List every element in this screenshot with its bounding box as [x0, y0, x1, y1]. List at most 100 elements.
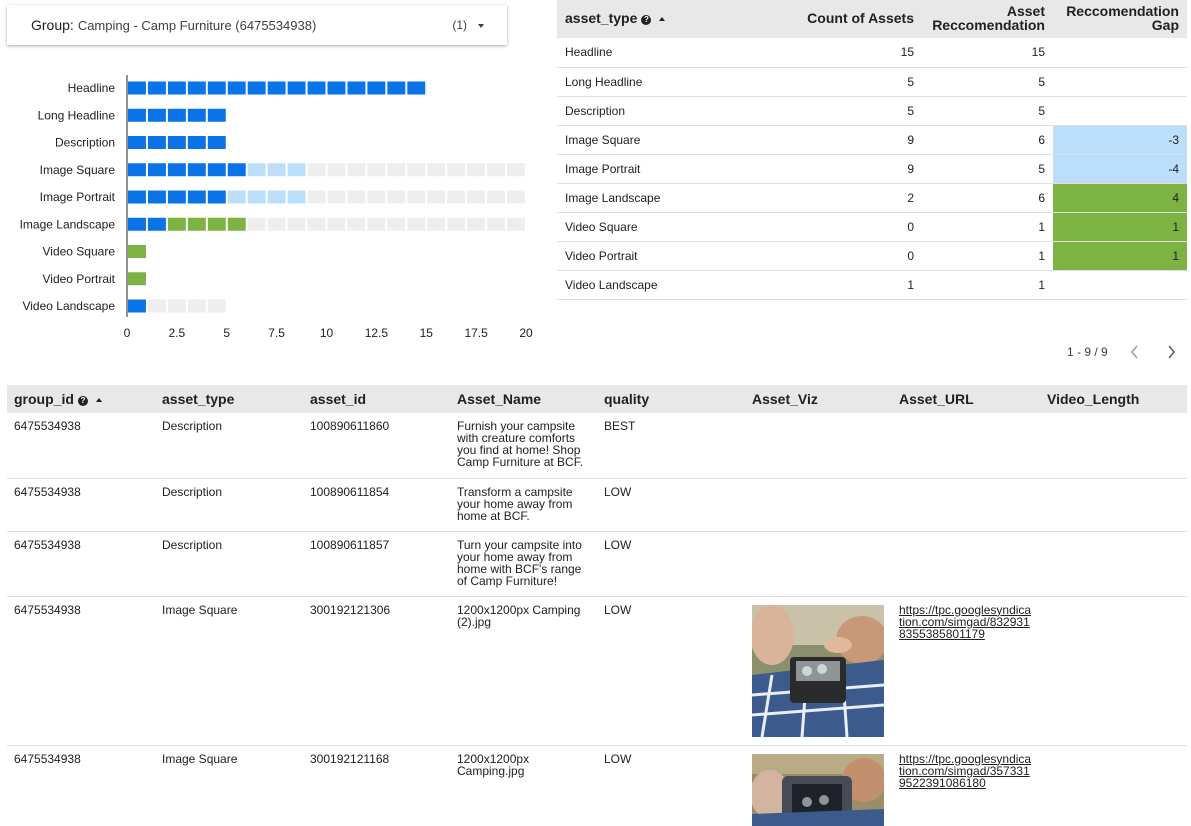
cell-quality: LOW: [597, 745, 745, 826]
chart-bar-unit: [287, 81, 306, 95]
summary-row: Image Portrait 9 5 -4: [557, 154, 1187, 184]
chart-background-unit: [427, 217, 446, 231]
chart-background-unit: [487, 190, 506, 204]
help-icon[interactable]: ?: [77, 396, 88, 406]
cell-asset-id: 100890611857: [303, 531, 450, 597]
chart-tick-label: 0: [124, 326, 131, 340]
cell-asset-url: https://tpc.googlesyndication.com/simgad…: [892, 745, 1040, 826]
cell-group-id: 6475534938: [7, 745, 155, 826]
summary-cell-recommendation: 1: [922, 212, 1053, 242]
chevron-left-icon[interactable]: [1128, 343, 1142, 361]
chart-background-unit: [207, 299, 226, 313]
cell-asset-type: Image Square: [155, 596, 303, 746]
chart-tick-label: 15: [420, 326, 434, 340]
cell-video-length: [1040, 745, 1187, 826]
group-filter-dropdown[interactable]: Group : Camping - Camp Furniture (647553…: [7, 5, 507, 45]
header-count-label: Count of Assets: [807, 10, 914, 26]
help-icon[interactable]: ?: [641, 15, 652, 25]
summary-cell-recommendation: 5: [922, 154, 1053, 184]
sort-ascending-icon[interactable]: [95, 398, 102, 402]
chart-background-unit: [267, 217, 286, 231]
chart-bar-unit: [247, 81, 266, 95]
cell-asset-url: [892, 478, 1040, 532]
chart-category-label: Image Portrait: [40, 190, 116, 204]
chart-tick-label: 17.5: [464, 326, 488, 340]
summary-row: Image Landscape 2 6 4: [557, 183, 1187, 213]
chart-background-unit: [367, 190, 386, 204]
header-gap[interactable]: Reccomendation Gap: [1053, 0, 1187, 38]
header-recommendation-line1: Asset: [1006, 3, 1045, 19]
header-asset-type[interactable]: asset_type: [155, 385, 303, 413]
chart-background-unit: [367, 217, 386, 231]
chart-background-unit: [427, 163, 446, 177]
cell-video-length: [1040, 478, 1187, 532]
chart-background-unit: [467, 217, 486, 231]
chart-background-unit: [447, 217, 466, 231]
cell-asset-id: 300192121306: [303, 596, 450, 746]
sort-ascending-icon[interactable]: [659, 17, 666, 21]
summary-cell-count: 15: [712, 38, 922, 68]
chart-bar-unit: [128, 190, 146, 204]
cell-asset-viz: [745, 745, 892, 826]
summary-cell-count: 0: [712, 212, 922, 242]
chart-bar-unit: [147, 190, 166, 204]
summary-cell-count: 9: [712, 154, 922, 184]
summary-row: Video Landscape 1 1: [557, 270, 1187, 300]
header-asset-name[interactable]: Asset_Name: [450, 385, 597, 413]
chart-category-label: Image Square: [40, 163, 116, 177]
chart-tick-label: 12.5: [365, 326, 389, 340]
header-asset-url[interactable]: Asset_URL: [892, 385, 1040, 413]
asset-url-link[interactable]: https://tpc.googlesyndication.com/simgad…: [899, 602, 1032, 641]
asset-url-link[interactable]: https://tpc.googlesyndication.com/simgad…: [899, 751, 1032, 790]
chevron-right-icon[interactable]: [1164, 343, 1178, 361]
chart-svg: Headline Long Headline Description Image Sq…: [20, 75, 533, 340]
header-asset-id[interactable]: asset_id: [303, 385, 450, 413]
group-filter-colon: :: [69, 17, 74, 33]
cell-group-id: 6475534938: [7, 531, 155, 597]
summary-table: asset_type? Count of Assets Asset Reccom…: [557, 0, 1187, 300]
chart-bar-unit: [167, 217, 186, 231]
header-asset-viz[interactable]: Asset_Viz: [745, 385, 892, 413]
header-recommendation[interactable]: Asset Reccomendation: [922, 0, 1053, 38]
chart-bar-unit: [267, 190, 286, 204]
chart-bar-unit: [167, 163, 186, 177]
chart-bar-unit: [167, 136, 186, 149]
chart-background-unit: [427, 190, 446, 204]
chart-bar-unit: [187, 108, 206, 122]
chart-category-label: Long Headline: [38, 108, 116, 122]
chart-bar-unit: [147, 81, 166, 95]
chart-bar-unit: [128, 108, 146, 122]
header-quality[interactable]: quality: [597, 385, 745, 413]
summary-cell-gap: -4: [1053, 154, 1187, 184]
cell-quality: LOW: [597, 478, 745, 532]
header-group-id[interactable]: group_id?: [7, 385, 155, 413]
header-count[interactable]: Count of Assets: [712, 0, 922, 38]
asset-thumbnail-image: [752, 753, 884, 826]
summary-cell-type: Headline: [557, 38, 712, 68]
chart-background-unit: [507, 190, 525, 204]
chart-bar-unit: [167, 81, 186, 95]
cell-asset-name: Furnish your campsite with creature comf…: [450, 413, 597, 479]
cell-asset-type: Image Square: [155, 745, 303, 826]
header-asset-type[interactable]: asset_type?: [557, 0, 712, 38]
summary-cell-gap: 4: [1053, 183, 1187, 213]
chart-background-unit: [327, 190, 346, 204]
cell-asset-name: 1200x1200px Camping.jpg: [450, 745, 597, 826]
asset-bullet-chart: Headline Long Headline Description Image Sq…: [0, 60, 545, 350]
summary-cell-type: Video Square: [557, 212, 712, 242]
cell-video-length: [1040, 413, 1187, 479]
chart-bar-unit: [247, 163, 266, 177]
chart-bar-unit: [128, 217, 146, 231]
header-video-length[interactable]: Video_Length: [1040, 385, 1187, 413]
chart-background-unit: [347, 217, 366, 231]
chart-tick-label: 2.5: [169, 326, 186, 340]
cell-asset-url: [892, 413, 1040, 479]
chart-bar-unit: [128, 299, 146, 313]
chart-bar-unit: [187, 81, 206, 95]
chart-background-unit: [507, 163, 525, 177]
chart-bar-unit: [128, 272, 146, 286]
chart-bar-unit: [407, 81, 426, 95]
chart-bar-unit: [128, 136, 146, 149]
cell-asset-type: Description: [155, 478, 303, 532]
chart-bar-unit: [227, 163, 246, 177]
